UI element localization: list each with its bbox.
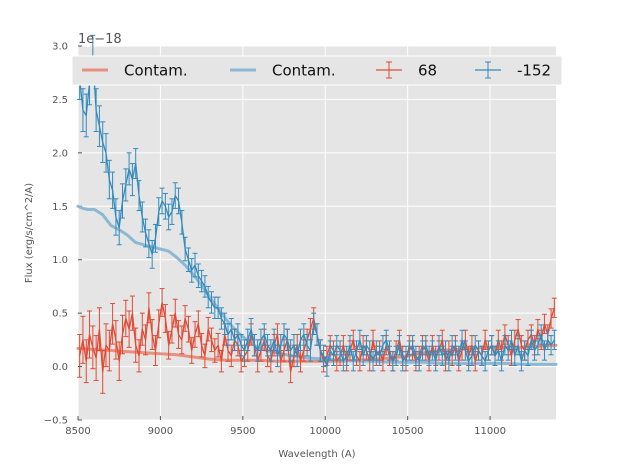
y-tick-label: 0.5 — [52, 309, 68, 320]
data-line — [78, 56, 555, 368]
y-tick-label: 0.0 — [52, 362, 68, 373]
legend-entry: Contam. — [82, 62, 188, 80]
y-tick-label: 2.0 — [52, 148, 68, 159]
x-tick-label: 8500 — [65, 426, 90, 437]
contam-line — [76, 204, 558, 366]
legend-label: Contam. — [272, 62, 336, 80]
grid — [77, 45, 556, 421]
legend-entry: -152 — [475, 61, 551, 80]
x-axis-label: Wavelength (A) — [278, 449, 355, 460]
x-tick-label: 11000 — [474, 426, 506, 437]
y-tick-label: −0.5 — [44, 416, 68, 427]
axis-ticks: 8500 9000 9500 10000 10500 11000 −0.5 0.0 0.5 1.0… — [44, 42, 506, 438]
legend-label: -152 — [517, 62, 551, 80]
legend-label: Contam. — [124, 62, 188, 80]
y-tick-label: 1.5 — [52, 202, 68, 213]
y-tick-label: 3.0 — [52, 42, 68, 53]
y-offset-label: 1e−18 — [78, 32, 122, 47]
legend-entry: 68 — [376, 61, 437, 80]
legend: Contam. Contam. 68 -152 — [71, 55, 563, 86]
x-tick-label: 9500 — [230, 426, 255, 437]
legend-label: 68 — [418, 62, 437, 80]
x-tick-label: 10000 — [309, 426, 341, 437]
y-tick-label: 1.0 — [52, 255, 68, 266]
y-axis-label: Flux (erg/s/cm^2/A) — [24, 183, 35, 283]
y-tick-label: 2.5 — [52, 95, 68, 106]
x-tick-label: 9000 — [148, 426, 173, 437]
legend-entry: Contam. — [230, 62, 336, 80]
x-tick-label: 10500 — [392, 426, 424, 437]
